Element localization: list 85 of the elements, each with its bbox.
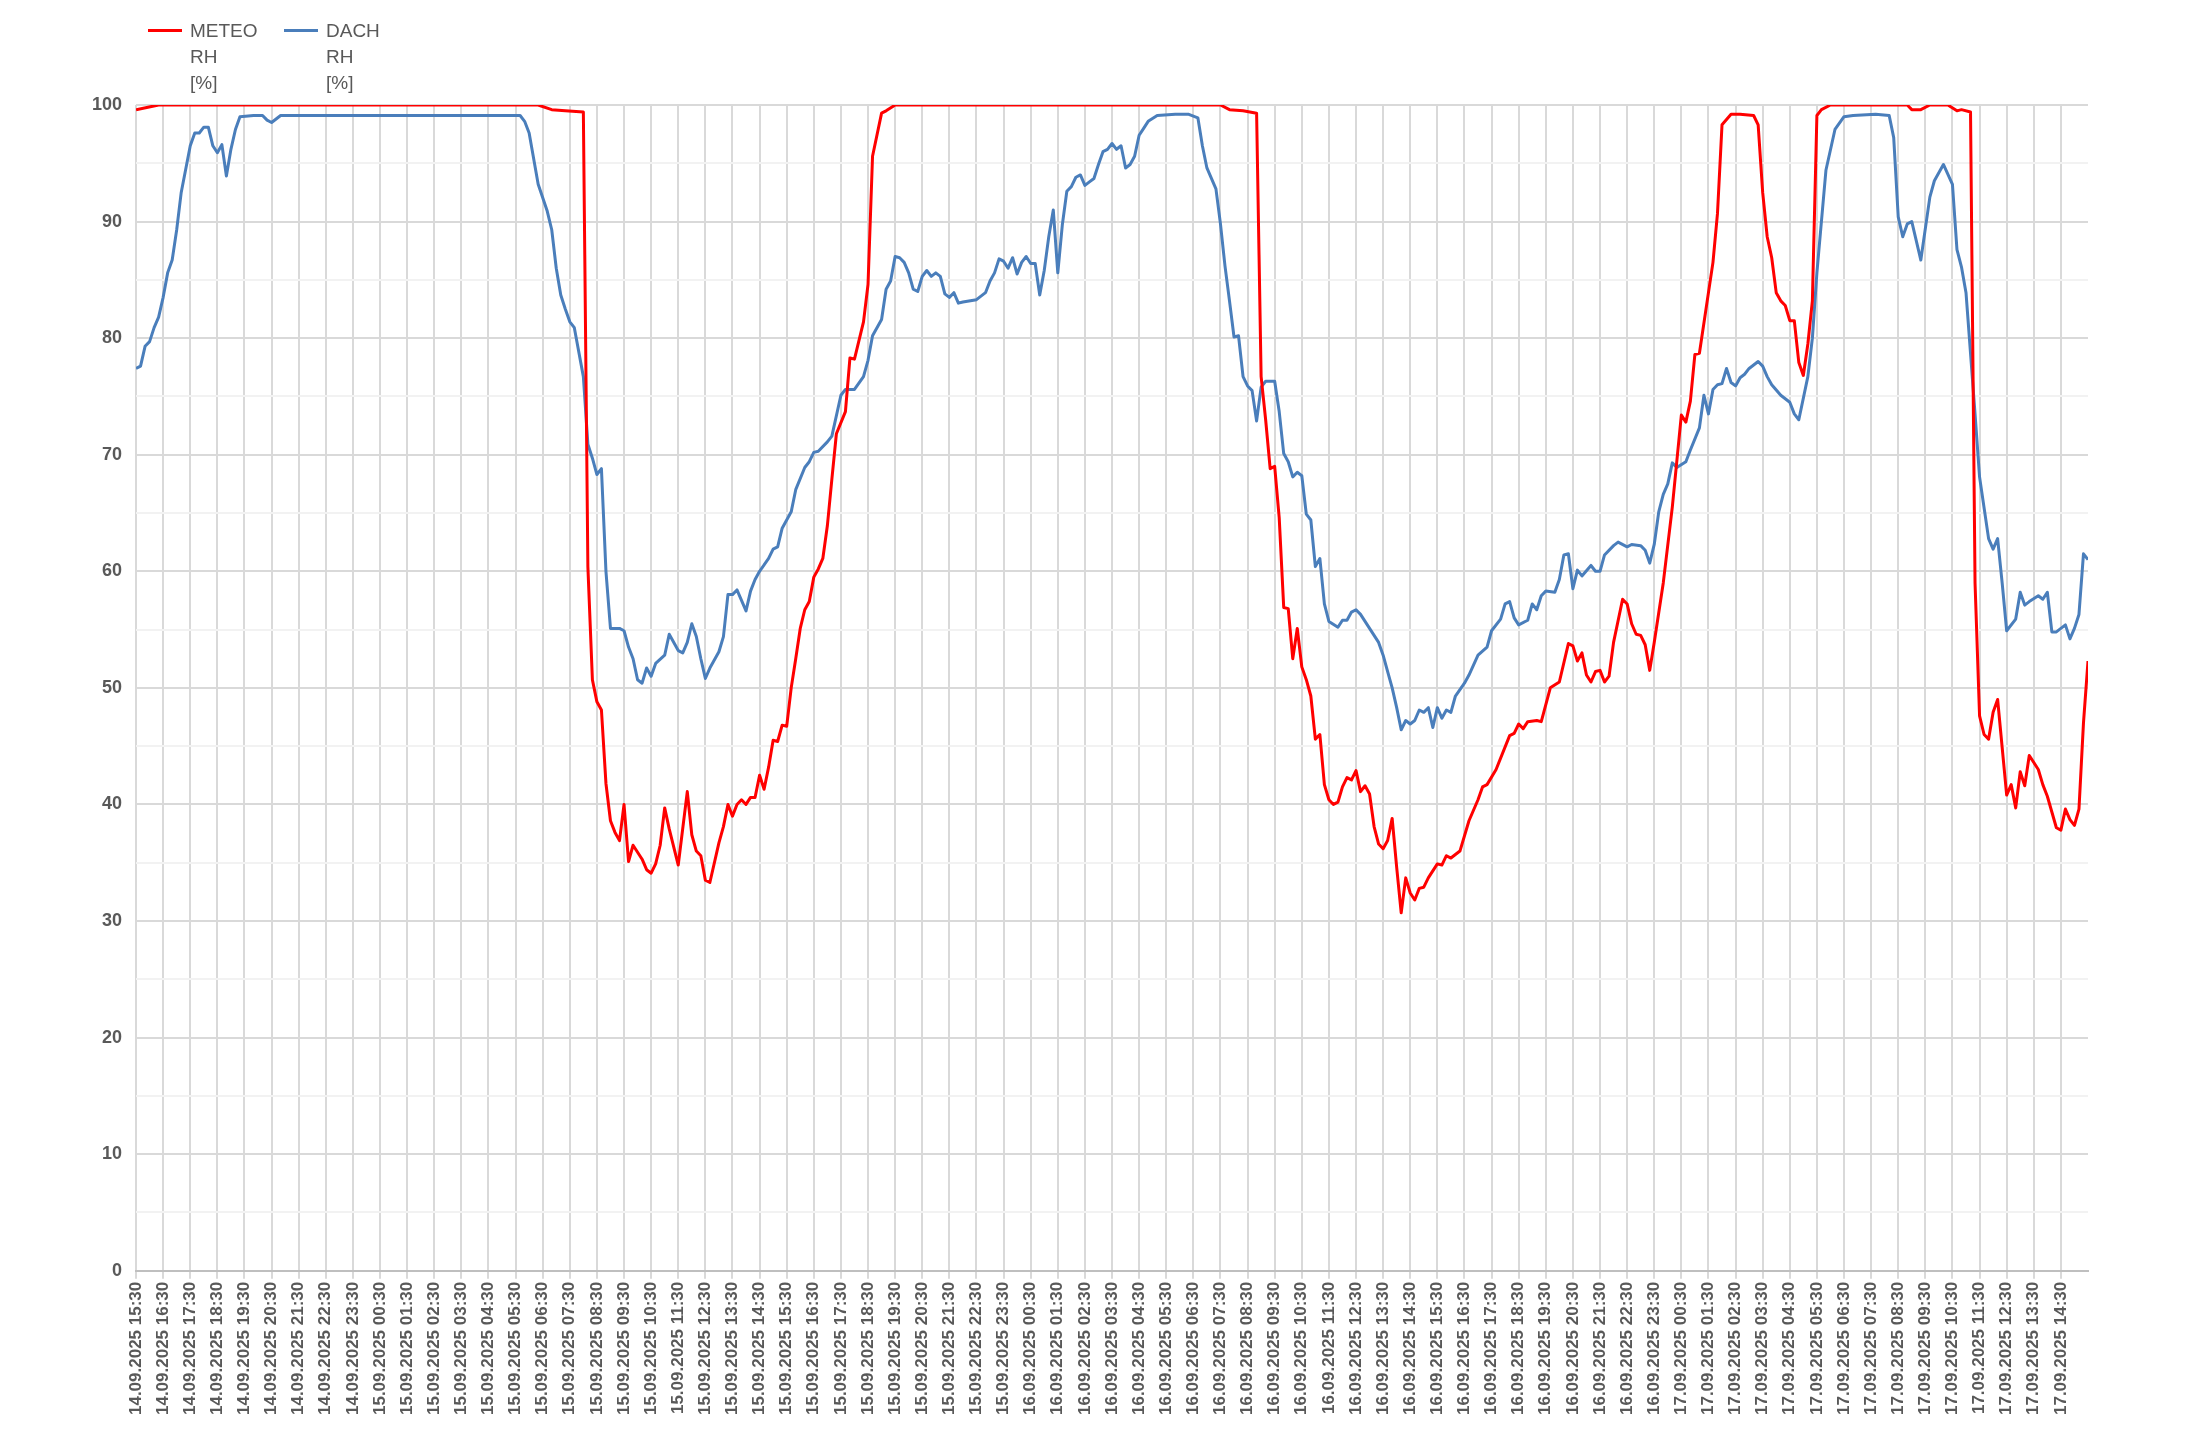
y-tick-label: 100 [91,93,123,114]
x-tick-label: 15.09.2025 00:30 [369,1281,389,1416]
x-tick-label: 15.09.2025 23:30 [993,1281,1013,1416]
x-tick-label: 15.09.2025 04:30 [478,1281,498,1416]
y-tick-label: 20 [102,1026,123,1047]
x-tick-label: 15.09.2025 01:30 [396,1281,416,1416]
legend-label: METEO RH [%] [190,19,258,95]
legend-label: DACH RH [%] [326,19,381,95]
x-tick-label: 14.09.2025 21:30 [288,1281,308,1416]
x-tick-label: 14.09.2025 16:30 [152,1281,172,1416]
x-tick-label: 16.09.2025 04:30 [1128,1281,1148,1416]
x-tick-label: 15.09.2025 08:30 [586,1281,606,1416]
x-tick-label: 14.09.2025 19:30 [234,1281,254,1416]
x-tick-label: 17.09.2025 04:30 [1779,1281,1799,1416]
y-tick-label: 90 [102,210,123,231]
x-tick-label: 15.09.2025 03:30 [451,1281,471,1416]
y-tick-label: 80 [102,327,123,348]
x-tick-label: 15.09.2025 21:30 [939,1281,959,1416]
x-tick-label: 17.09.2025 11:30 [1969,1281,1989,1415]
x-tick-label: 16.09.2025 01:30 [1047,1281,1067,1416]
x-tick-label: 14.09.2025 22:30 [315,1281,335,1416]
x-tick-label: 15.09.2025 10:30 [640,1281,660,1416]
x-tick-label: 16.09.2025 15:30 [1427,1281,1447,1416]
x-tick-label: 16.09.2025 05:30 [1155,1281,1175,1416]
x-tick-label: 17.09.2025 07:30 [1860,1281,1880,1416]
x-tick-label: 16.09.2025 18:30 [1508,1281,1528,1416]
x-tick-label: 14.09.2025 15:30 [125,1281,145,1416]
x-tick-label: 15.09.2025 09:30 [613,1281,633,1416]
x-tick-label: 17.09.2025 08:30 [1887,1281,1907,1416]
y-tick-label: 50 [102,676,123,697]
y-tick-label: 10 [102,1143,123,1164]
x-tick-label: 15.09.2025 11:30 [667,1281,687,1415]
y-tick-label: 0 [112,1259,123,1280]
x-tick-label: 15.09.2025 06:30 [532,1281,552,1416]
x-tick-label: 17.09.2025 00:30 [1671,1281,1691,1416]
x-tick-label: 15.09.2025 13:30 [722,1281,742,1416]
x-tick-label: 14.09.2025 20:30 [261,1281,281,1416]
x-tick-label: 14.09.2025 23:30 [342,1281,362,1416]
x-tick-label: 16.09.2025 02:30 [1074,1281,1094,1416]
x-tick-label: 15.09.2025 16:30 [803,1281,823,1416]
x-tick-label: 15.09.2025 17:30 [830,1281,850,1416]
x-tick-label: 16.09.2025 19:30 [1535,1281,1555,1416]
x-tick-label: 16.09.2025 20:30 [1562,1281,1582,1416]
y-tick-label: 40 [102,793,123,814]
y-tick-label: 30 [102,909,123,930]
x-tick-label: 16.09.2025 13:30 [1372,1281,1392,1416]
x-tick-label: 16.09.2025 09:30 [1264,1281,1284,1416]
x-tick-label: 14.09.2025 18:30 [207,1281,227,1416]
x-tick-label: 15.09.2025 19:30 [884,1281,904,1416]
x-tick-label: 17.09.2025 12:30 [1996,1281,2016,1416]
x-tick-label: 16.09.2025 10:30 [1291,1281,1311,1416]
x-tick-label: 16.09.2025 22:30 [1616,1281,1636,1416]
x-tick-label: 16.09.2025 11:30 [1318,1281,1338,1415]
x-tick-label: 14.09.2025 17:30 [179,1281,199,1416]
x-tick-label: 17.09.2025 02:30 [1725,1281,1745,1416]
x-tick-label: 17.09.2025 01:30 [1698,1281,1718,1416]
x-tick-label: 16.09.2025 21:30 [1589,1281,1609,1416]
x-tick-label: 15.09.2025 02:30 [423,1281,443,1416]
x-tick-label: 15.09.2025 05:30 [505,1281,525,1416]
x-tick-label: 16.09.2025 16:30 [1454,1281,1474,1416]
x-tick-label: 16.09.2025 07:30 [1210,1281,1230,1416]
y-tick-label: 60 [102,560,123,581]
y-tick-label: 70 [102,443,123,464]
x-tick-label: 15.09.2025 07:30 [559,1281,579,1416]
x-tick-label: 17.09.2025 03:30 [1752,1281,1772,1416]
x-tick-label: 17.09.2025 06:30 [1833,1281,1853,1416]
x-tick-label: 16.09.2025 03:30 [1101,1281,1121,1416]
x-tick-label: 15.09.2025 18:30 [857,1281,877,1416]
x-tick-label: 15.09.2025 20:30 [911,1281,931,1416]
x-tick-label: 17.09.2025 09:30 [1915,1281,1935,1416]
x-tick-label: 16.09.2025 00:30 [1020,1281,1040,1416]
x-tick-label: 17.09.2025 14:30 [2050,1281,2070,1416]
x-tick-label: 15.09.2025 15:30 [776,1281,796,1416]
x-tick-label: 15.09.2025 12:30 [695,1281,715,1416]
x-tick-label: 17.09.2025 13:30 [2023,1281,2043,1416]
x-tick-label: 17.09.2025 10:30 [1942,1281,1962,1416]
x-tick-label: 16.09.2025 08:30 [1237,1281,1257,1416]
x-tick-label: 16.09.2025 17:30 [1481,1281,1501,1416]
x-tick-label: 17.09.2025 05:30 [1806,1281,1826,1416]
x-tick-label: 15.09.2025 22:30 [966,1281,986,1416]
x-tick-label: 16.09.2025 06:30 [1183,1281,1203,1416]
x-tick-label: 16.09.2025 12:30 [1345,1281,1365,1416]
x-tick-label: 16.09.2025 14:30 [1399,1281,1419,1416]
x-tick-label: 15.09.2025 14:30 [749,1281,769,1416]
x-tick-label: 16.09.2025 23:30 [1643,1281,1663,1416]
